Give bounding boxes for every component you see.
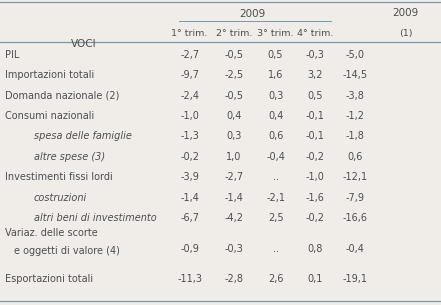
Text: 3,2: 3,2 — [307, 70, 323, 80]
Text: -11,3: -11,3 — [177, 274, 202, 284]
Text: -1,0: -1,0 — [180, 111, 199, 121]
Text: -3,8: -3,8 — [346, 91, 364, 101]
Text: -0,4: -0,4 — [346, 243, 364, 253]
Text: -2,4: -2,4 — [180, 91, 199, 101]
Text: spesa delle famiglie: spesa delle famiglie — [34, 131, 132, 141]
Text: -0,5: -0,5 — [224, 91, 243, 101]
Text: -0,3: -0,3 — [306, 50, 325, 60]
Text: -1,3: -1,3 — [180, 131, 199, 141]
Text: -0,1: -0,1 — [306, 111, 325, 121]
Text: -12,1: -12,1 — [343, 172, 367, 182]
Text: -0,9: -0,9 — [180, 243, 199, 253]
Text: 0,1: 0,1 — [308, 274, 323, 284]
Text: -0,1: -0,1 — [306, 131, 325, 141]
Text: Variaz. delle scorte: Variaz. delle scorte — [5, 228, 98, 238]
Text: 0,5: 0,5 — [307, 91, 323, 101]
Text: 0,6: 0,6 — [348, 152, 363, 162]
Text: 2° trim.: 2° trim. — [216, 29, 252, 38]
Text: -7,9: -7,9 — [345, 192, 365, 203]
Text: -2,8: -2,8 — [224, 274, 243, 284]
Text: costruzioni: costruzioni — [34, 192, 87, 203]
Text: 2,6: 2,6 — [268, 274, 284, 284]
Text: -1,4: -1,4 — [224, 192, 243, 203]
Text: 1,0: 1,0 — [226, 152, 241, 162]
Text: altre spese (3): altre spese (3) — [34, 152, 105, 162]
Text: Domanda nazionale (2): Domanda nazionale (2) — [5, 91, 120, 101]
Text: -3,9: -3,9 — [180, 172, 199, 182]
Text: -2,1: -2,1 — [266, 192, 285, 203]
Text: 3° trim.: 3° trim. — [258, 29, 294, 38]
Text: 4° trim.: 4° trim. — [297, 29, 333, 38]
Text: Investimenti fissi lordi: Investimenti fissi lordi — [5, 172, 113, 182]
Text: ..: .. — [273, 243, 279, 253]
Text: -2,7: -2,7 — [224, 172, 243, 182]
Text: -5,0: -5,0 — [345, 50, 365, 60]
Text: -0,2: -0,2 — [180, 152, 199, 162]
Text: -6,7: -6,7 — [180, 213, 199, 223]
Text: -19,1: -19,1 — [343, 274, 367, 284]
Text: 0,3: 0,3 — [268, 91, 283, 101]
Text: -0,2: -0,2 — [306, 152, 325, 162]
Text: altri beni di investimento: altri beni di investimento — [34, 213, 157, 223]
Text: -1,0: -1,0 — [306, 172, 325, 182]
Text: -1,4: -1,4 — [180, 192, 199, 203]
Text: -4,2: -4,2 — [224, 213, 243, 223]
Text: VOCI: VOCI — [71, 39, 97, 49]
Text: -0,3: -0,3 — [224, 243, 243, 253]
Text: -2,5: -2,5 — [224, 70, 243, 80]
Text: 1,6: 1,6 — [268, 70, 283, 80]
Text: PIL: PIL — [5, 50, 20, 60]
Text: 0,4: 0,4 — [268, 111, 283, 121]
Text: 0,4: 0,4 — [226, 111, 241, 121]
Text: 1° trim.: 1° trim. — [172, 29, 208, 38]
Text: -1,2: -1,2 — [345, 111, 365, 121]
Text: -2,7: -2,7 — [180, 50, 199, 60]
Text: 0,6: 0,6 — [268, 131, 283, 141]
Text: -1,8: -1,8 — [346, 131, 364, 141]
Text: 0,5: 0,5 — [268, 50, 284, 60]
Text: e oggetti di valore (4): e oggetti di valore (4) — [14, 246, 120, 256]
Text: Importazioni totali: Importazioni totali — [5, 70, 94, 80]
Text: -0,2: -0,2 — [306, 213, 325, 223]
Text: ..: .. — [273, 172, 279, 182]
Text: -14,5: -14,5 — [343, 70, 367, 80]
Text: -9,7: -9,7 — [180, 70, 199, 80]
Text: 2,5: 2,5 — [268, 213, 284, 223]
Text: 0,8: 0,8 — [308, 243, 323, 253]
Text: -1,6: -1,6 — [306, 192, 325, 203]
Text: 2009: 2009 — [392, 8, 419, 18]
Text: 2009: 2009 — [239, 9, 265, 19]
Text: -16,6: -16,6 — [343, 213, 367, 223]
Text: Esportazioni totali: Esportazioni totali — [5, 274, 93, 284]
Text: (1): (1) — [399, 29, 412, 38]
Text: Consumi nazionali: Consumi nazionali — [5, 111, 94, 121]
Text: 0,3: 0,3 — [226, 131, 241, 141]
Text: -0,5: -0,5 — [224, 50, 243, 60]
Text: -0,4: -0,4 — [266, 152, 285, 162]
